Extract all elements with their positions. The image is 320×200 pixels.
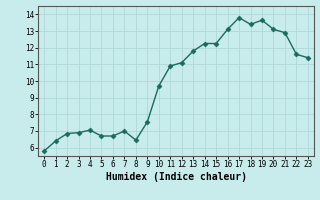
X-axis label: Humidex (Indice chaleur): Humidex (Indice chaleur): [106, 172, 246, 182]
